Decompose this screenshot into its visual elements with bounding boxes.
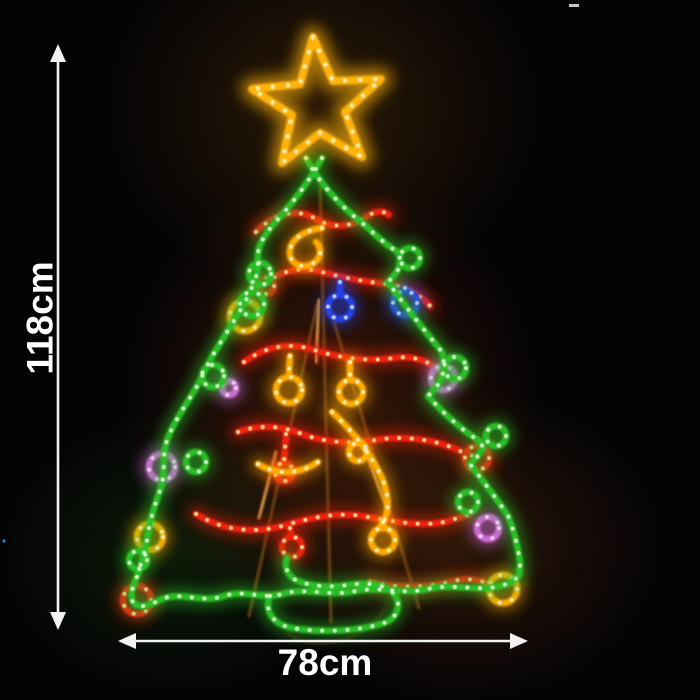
width-dimension: 78cm (118, 633, 528, 683)
height-label: 118cm (20, 261, 61, 374)
width-arrowhead-right (510, 633, 528, 649)
gold-ornament-glow (137, 228, 517, 603)
gold-ornaments (137, 228, 517, 603)
photo-artifact-blue-dot (2, 539, 6, 543)
height-dimension: 118cm (20, 44, 66, 630)
width-arrowhead-left (118, 633, 136, 649)
photo-artifact-speck (569, 4, 579, 7)
height-arrowhead-up (50, 44, 66, 62)
width-label: 78cm (278, 642, 373, 683)
height-arrowhead-down (50, 612, 66, 630)
star-topper (252, 37, 381, 163)
